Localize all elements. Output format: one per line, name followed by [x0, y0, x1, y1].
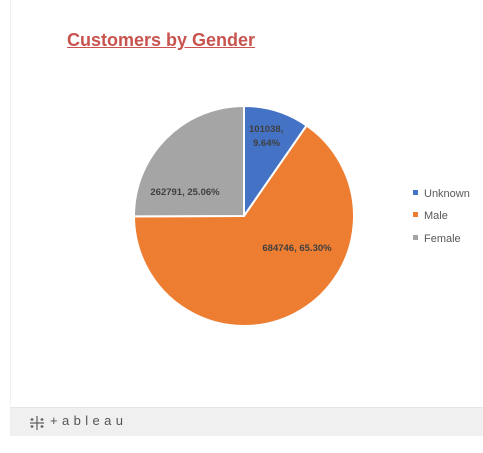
- data-label-male: 684746, 65.30%: [262, 243, 332, 254]
- chart-legend: Unknown Male Female: [413, 188, 470, 245]
- tableau-wordmark[interactable]: +ableau: [50, 413, 127, 428]
- legend-label-female: Female: [424, 233, 461, 245]
- tableau-footer-bar[interactable]: +ableau: [10, 407, 483, 436]
- legend-swatch-unknown: [413, 190, 418, 195]
- legend-label-male: Male: [424, 210, 448, 222]
- data-label-unknown-percent: 9.64%: [253, 138, 280, 149]
- legend-label-unknown: Unknown: [424, 188, 470, 200]
- pie-slice-female[interactable]: [134, 106, 244, 216]
- pie-slices: [134, 106, 354, 326]
- data-label-female: 262791, 25.06%: [150, 187, 220, 198]
- data-label-unknown-value: 101038,: [249, 124, 283, 135]
- pie-chart: 101038, 9.64% 684746, 65.30% 262791, 25.…: [0, 0, 483, 405]
- legend-swatch-female: [413, 235, 418, 240]
- legend-swatch-male: [413, 212, 418, 217]
- tableau-logo-icon[interactable]: [28, 414, 46, 432]
